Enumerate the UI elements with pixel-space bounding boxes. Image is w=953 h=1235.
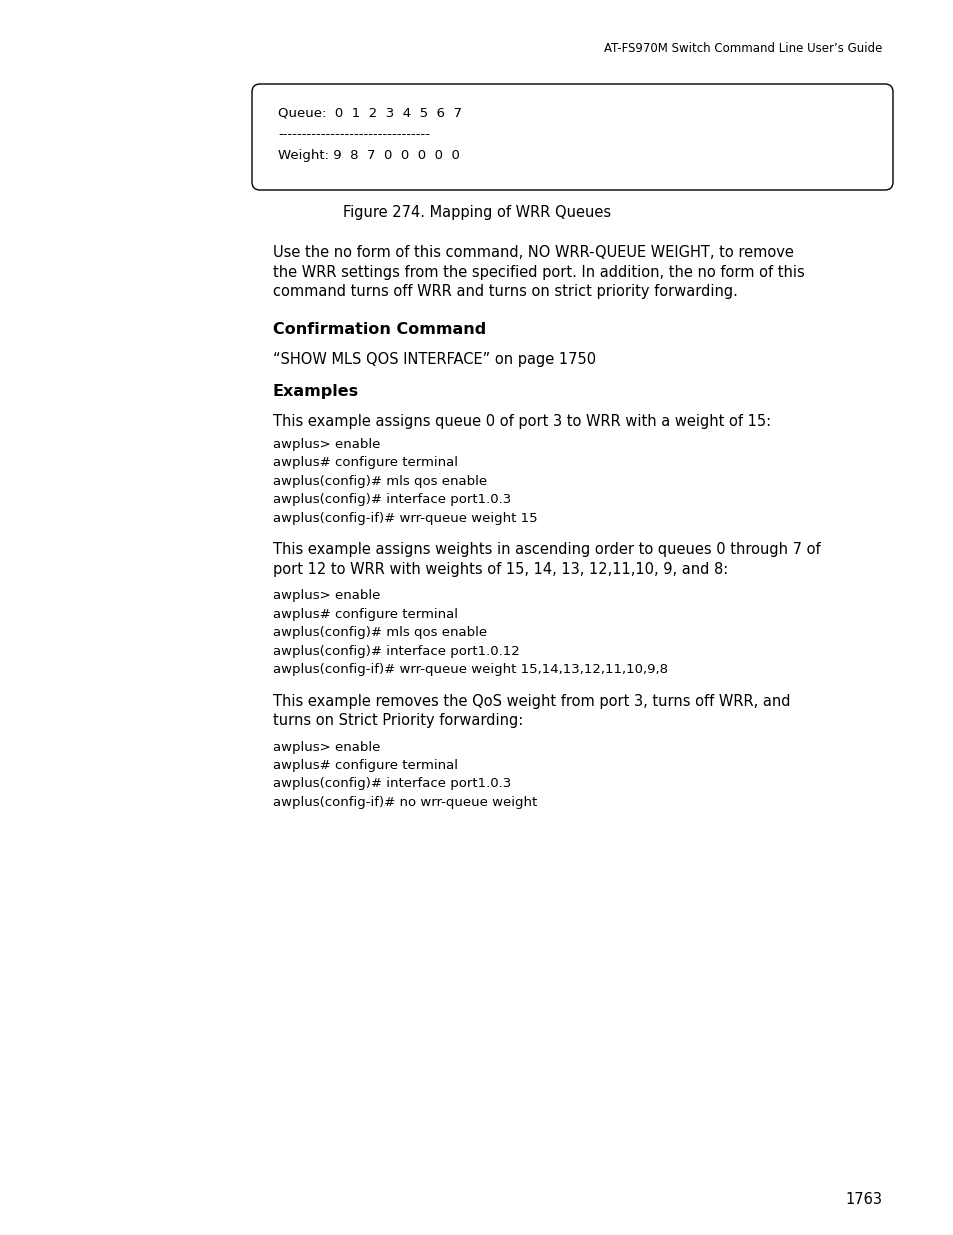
Text: Figure 274. Mapping of WRR Queues: Figure 274. Mapping of WRR Queues	[342, 205, 611, 220]
Text: Use the no form of this command, NO WRR-QUEUE WEIGHT, to remove: Use the no form of this command, NO WRR-…	[273, 245, 793, 261]
FancyBboxPatch shape	[252, 84, 892, 190]
Text: awplus(config)# mls qos enable: awplus(config)# mls qos enable	[273, 626, 486, 638]
Text: awplus(config-if)# wrr-queue weight 15,14,13,12,11,10,9,8: awplus(config-if)# wrr-queue weight 15,1…	[273, 663, 667, 676]
Text: awplus(config)# interface port1.0.12: awplus(config)# interface port1.0.12	[273, 645, 519, 657]
Text: AT-FS970M Switch Command Line User’s Guide: AT-FS970M Switch Command Line User’s Gui…	[603, 42, 882, 56]
Text: Examples: Examples	[273, 384, 358, 399]
Text: the WRR settings from the specified port. In addition, the no form of this: the WRR settings from the specified port…	[273, 264, 803, 279]
Text: This example assigns queue 0 of port 3 to WRR with a weight of 15:: This example assigns queue 0 of port 3 t…	[273, 414, 770, 429]
Text: awplus# configure terminal: awplus# configure terminal	[273, 456, 457, 469]
Text: turns on Strict Priority forwarding:: turns on Strict Priority forwarding:	[273, 713, 522, 727]
Text: --------------------------------: --------------------------------	[277, 128, 430, 141]
Text: “SHOW MLS QOS INTERFACE” on page 1750: “SHOW MLS QOS INTERFACE” on page 1750	[273, 352, 596, 367]
Text: awplus> enable: awplus> enable	[273, 589, 380, 601]
Text: 1763: 1763	[844, 1192, 882, 1207]
Text: awplus(config-if)# wrr-queue weight 15: awplus(config-if)# wrr-queue weight 15	[273, 511, 537, 525]
Text: awplus> enable: awplus> enable	[273, 437, 380, 451]
Text: awplus(config)# interface port1.0.3: awplus(config)# interface port1.0.3	[273, 778, 511, 790]
Text: This example assigns weights in ascending order to queues 0 through 7 of: This example assigns weights in ascendin…	[273, 542, 820, 557]
Text: port 12 to WRR with weights of 15, 14, 13, 12,11,10, 9, and 8:: port 12 to WRR with weights of 15, 14, 1…	[273, 562, 727, 577]
Text: awplus(config-if)# no wrr-queue weight: awplus(config-if)# no wrr-queue weight	[273, 797, 537, 809]
Text: Weight: 9  8  7  0  0  0  0  0: Weight: 9 8 7 0 0 0 0 0	[277, 149, 459, 162]
Text: awplus(config)# mls qos enable: awplus(config)# mls qos enable	[273, 474, 486, 488]
Text: Queue:  0  1  2  3  4  5  6  7: Queue: 0 1 2 3 4 5 6 7	[277, 107, 461, 120]
Text: awplus# configure terminal: awplus# configure terminal	[273, 760, 457, 772]
Text: Confirmation Command: Confirmation Command	[273, 321, 486, 336]
Text: awplus# configure terminal: awplus# configure terminal	[273, 608, 457, 620]
Text: command turns off WRR and turns on strict priority forwarding.: command turns off WRR and turns on stric…	[273, 284, 737, 299]
Text: awplus> enable: awplus> enable	[273, 741, 380, 753]
Text: This example removes the QoS weight from port 3, turns off WRR, and: This example removes the QoS weight from…	[273, 694, 789, 709]
Text: awplus(config)# interface port1.0.3: awplus(config)# interface port1.0.3	[273, 493, 511, 506]
